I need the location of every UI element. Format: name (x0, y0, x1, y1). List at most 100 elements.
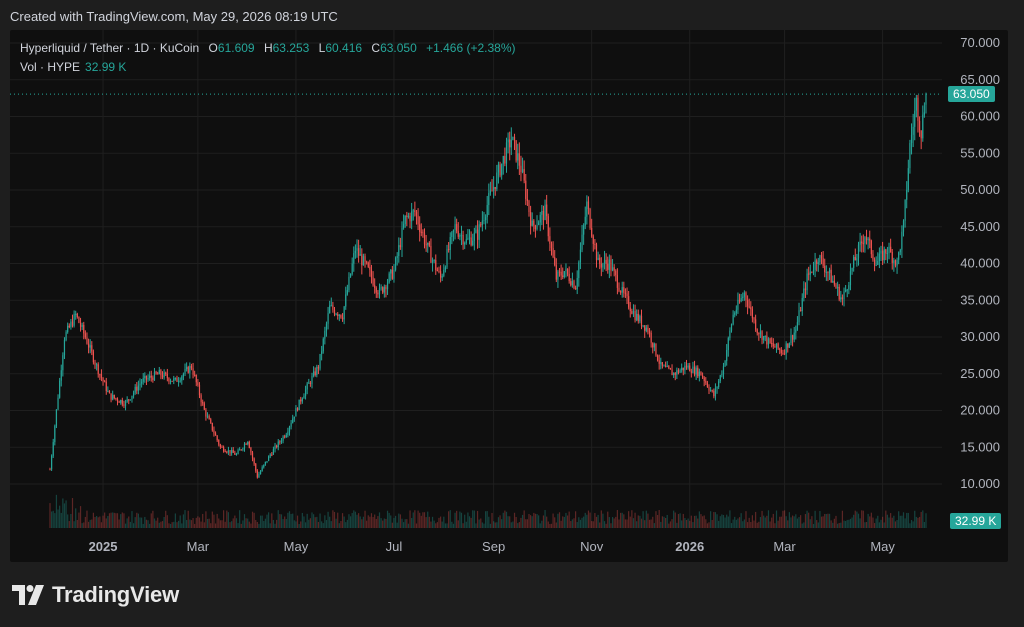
volume-bar (529, 515, 532, 528)
candle-body (155, 371, 157, 374)
volume-label[interactable]: Vol · HYPE (20, 60, 81, 74)
candle-body (210, 419, 212, 423)
volume-bar (221, 520, 223, 528)
volume-bar (71, 498, 74, 528)
volume-bar (525, 519, 527, 528)
tradingview-logo[interactable]: TradingView (12, 582, 179, 608)
candle-body (314, 371, 316, 375)
candle-body (827, 271, 829, 273)
candle-body (915, 97, 917, 111)
candle-body (232, 450, 234, 453)
candle-body (909, 143, 911, 169)
volume-bar (251, 511, 254, 528)
volume-bar (583, 516, 585, 528)
volume-bar (240, 523, 242, 528)
candle-body (288, 426, 291, 432)
candle-body (599, 257, 601, 264)
candle-body (800, 310, 802, 312)
candle-body (258, 474, 260, 478)
volume-bar (276, 519, 278, 528)
volume-bar (476, 510, 479, 528)
candle-body (520, 165, 522, 173)
volume-bar (431, 516, 434, 528)
volume-bar (557, 513, 559, 528)
created-with-text: Created with TradingView.com, May 29, 20… (10, 9, 338, 24)
symbol-title[interactable]: Hyperliquid / Tether · 1D · KuCoin (20, 41, 200, 55)
candle-body (279, 441, 281, 443)
volume-bar (682, 513, 684, 528)
volume-bar (620, 512, 622, 528)
candle-body (415, 211, 418, 216)
candle-body (639, 316, 641, 322)
volume-bar (787, 520, 789, 528)
volume-bar (803, 522, 805, 528)
volume-bar (137, 513, 140, 528)
candle-body (341, 317, 344, 320)
volume-bar (555, 522, 557, 528)
volume-bar (780, 516, 782, 528)
candle-body (327, 313, 329, 324)
volume-bar (96, 516, 98, 528)
volume-bar (68, 521, 70, 528)
candle-body (669, 368, 672, 370)
candle-body (51, 455, 53, 470)
candle-body (157, 373, 159, 375)
candle-body (825, 271, 827, 273)
candle-body (476, 229, 479, 240)
candle-body (534, 225, 537, 230)
candle-body (557, 271, 559, 280)
candle-body (202, 402, 204, 404)
volume-bar (660, 521, 662, 528)
volume-bar (78, 512, 80, 528)
candle-body (488, 193, 490, 206)
candle-body (835, 284, 837, 289)
volume-bar (250, 523, 252, 528)
candle-body (478, 224, 480, 240)
volume-bar (501, 519, 503, 528)
volume-bar (325, 520, 328, 528)
volume-bar (616, 510, 618, 528)
candle-body (700, 371, 702, 376)
volume-bar (510, 522, 512, 528)
candle-body (550, 243, 553, 249)
volume-bar (886, 514, 889, 528)
volume-bar (385, 518, 387, 528)
volume-bar (145, 519, 148, 528)
volume-bar (375, 518, 377, 528)
volume-bar (126, 518, 128, 528)
volume-bar (271, 513, 273, 528)
volume-bar (242, 520, 244, 528)
candle-body (448, 249, 450, 251)
volume-bar (256, 521, 258, 528)
candle-body (141, 381, 143, 384)
candle-body (922, 114, 924, 139)
volume-bar (494, 522, 496, 528)
volume-bar (390, 515, 392, 528)
volume-bar (639, 515, 641, 528)
candle-body (849, 271, 852, 286)
candle-body (515, 140, 517, 161)
volume-bar (472, 510, 474, 528)
candle-body (502, 156, 504, 164)
volume-bar (84, 516, 86, 528)
candle-body (583, 225, 585, 235)
volume-bar (520, 517, 522, 528)
candle-body (833, 280, 835, 285)
volume-bar (55, 494, 58, 528)
volume-bar (313, 514, 315, 528)
volume-bar (353, 510, 355, 528)
volume-bar (499, 515, 501, 528)
volume-bar (666, 514, 668, 528)
y-tick-label: 70.000 (960, 35, 1000, 50)
volume-bar (547, 521, 549, 528)
volume-bar (796, 518, 799, 528)
volume-bar (769, 521, 771, 528)
candle-body (190, 365, 193, 369)
volume-bar (644, 520, 646, 528)
volume-bar (311, 512, 313, 528)
candle-body (608, 259, 610, 270)
candle-body (451, 232, 453, 238)
candle-body (650, 332, 652, 343)
volume-bar (918, 516, 921, 528)
